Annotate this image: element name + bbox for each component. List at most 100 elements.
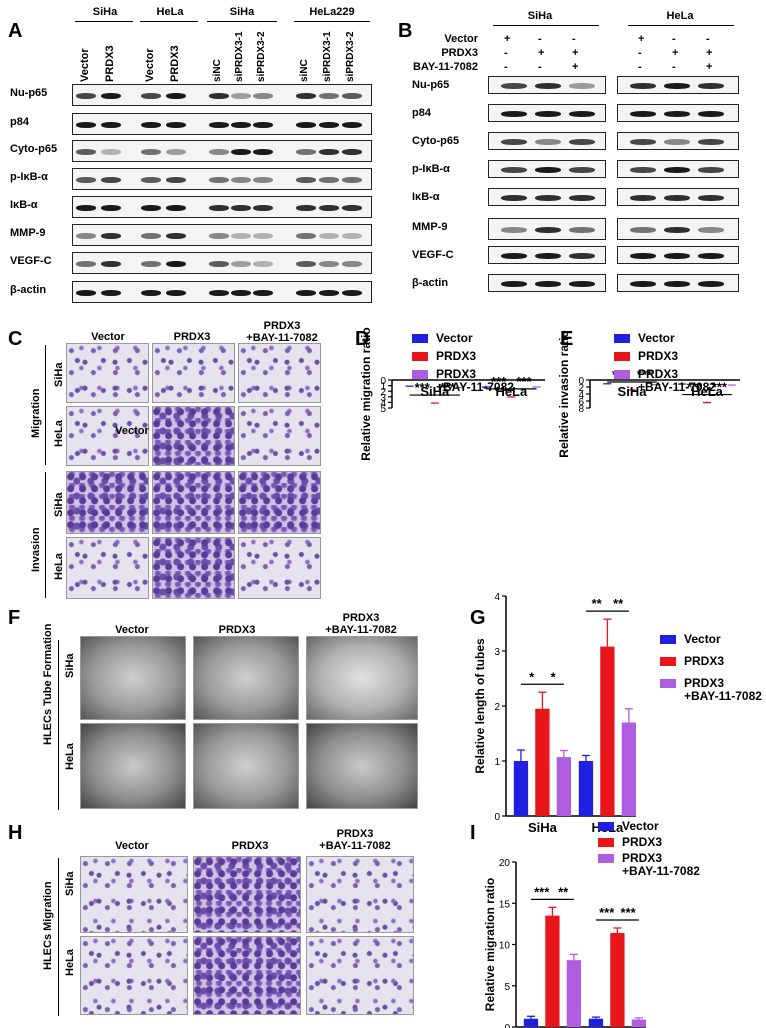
protein-band [319, 233, 339, 239]
treatment-mark: - [538, 33, 542, 45]
blot-row-label: Cyto-p65 [10, 143, 58, 155]
treatment-mark: + [672, 47, 679, 59]
protein-band [76, 122, 96, 128]
blot-strip [617, 246, 739, 264]
y-tick-label: 10 [499, 941, 511, 952]
treatment-mark: + [706, 61, 713, 73]
protein-band [535, 139, 561, 145]
protein-band [296, 233, 316, 239]
legend-label: PRDX3 [684, 654, 724, 668]
y-tick-label: 3 [494, 647, 500, 658]
protein-band [231, 177, 251, 183]
protein-band [664, 111, 690, 117]
legend-swatch [598, 838, 614, 847]
protein-band [664, 281, 690, 287]
blot-strip [488, 132, 606, 150]
blot-strip [488, 160, 606, 178]
blot-strip [72, 84, 372, 106]
blot-strip [72, 168, 372, 190]
y-tick-label: 2 [494, 702, 500, 713]
blot-strip [72, 113, 372, 135]
protein-band [501, 281, 527, 287]
micrograph-image [80, 723, 186, 809]
protein-band [166, 261, 186, 267]
y-tick-label: 3 [380, 393, 386, 404]
bar [535, 708, 550, 816]
protein-band [141, 233, 161, 239]
x-tick-label: SiHa [618, 384, 648, 399]
y-tick-label: 0 [504, 1023, 510, 1028]
significance-label: ** [592, 596, 603, 611]
protein-band [501, 253, 527, 259]
protein-band [342, 122, 362, 128]
significance-label: *** [712, 380, 728, 395]
micrograph-image [80, 856, 188, 933]
protein-band [569, 253, 595, 259]
blot-strip [488, 76, 606, 94]
bar [513, 761, 529, 816]
protein-band [569, 227, 595, 233]
protein-band [319, 122, 339, 128]
micrograph-image [80, 936, 188, 1015]
micrograph-image [152, 471, 235, 534]
protein-band [209, 122, 229, 128]
y-tick-label: 1 [494, 757, 500, 768]
blot-row-label: MMP-9 [10, 227, 46, 239]
protein-band [141, 149, 161, 155]
treatment-mark: - [638, 47, 642, 59]
protein-band [535, 83, 561, 89]
protein-band [296, 205, 316, 211]
y-tick-label: 4 [494, 592, 500, 603]
protein-band [535, 195, 561, 201]
col-header: Vector [91, 331, 125, 343]
protein-band [501, 167, 527, 173]
blot-row-label: p84 [412, 107, 431, 119]
x-tick-label: HeLa [495, 384, 528, 399]
bar [556, 757, 571, 816]
y-axis-label: Relative length of tubes [473, 638, 487, 774]
legend-label: PRDX3 [436, 367, 476, 381]
protein-band [630, 111, 656, 117]
blot-row-label: VEGF-C [10, 255, 52, 267]
protein-band [76, 149, 96, 155]
micrograph-image [193, 936, 301, 1015]
protein-band [698, 227, 724, 233]
bar [578, 761, 594, 816]
legend-label: Vector [622, 819, 659, 833]
micrograph-image [193, 856, 301, 933]
panel-label-g: G [470, 607, 486, 629]
protein-band [141, 205, 161, 211]
legend-swatch [660, 635, 676, 644]
micrograph-image [306, 723, 418, 809]
protein-band [253, 205, 273, 211]
y-axis-label: Relative migration ratio [483, 878, 497, 1011]
protein-band [141, 290, 161, 296]
protein-band [698, 167, 724, 173]
y-tick-label: 5 [380, 404, 386, 415]
blot-row-label: Cyto-p65 [412, 135, 460, 147]
protein-band [319, 205, 339, 211]
protein-band [76, 233, 96, 239]
treatment-mark: + [638, 33, 645, 45]
protein-band [342, 261, 362, 267]
protein-band [501, 111, 527, 117]
legend-label: Vector [684, 632, 721, 646]
protein-band [76, 205, 96, 211]
y-tick-label: 20 [499, 858, 511, 869]
protein-band [209, 177, 229, 183]
protein-band [231, 122, 251, 128]
protein-band [231, 149, 251, 155]
significance-label: *** [440, 380, 456, 395]
protein-band [141, 177, 161, 183]
treatment-mark: - [672, 61, 676, 73]
blot-strip [72, 224, 372, 246]
row-group-bar [58, 640, 59, 810]
blot-strip [617, 188, 739, 206]
protein-band [141, 261, 161, 267]
protein-band [569, 281, 595, 287]
protein-band [535, 167, 561, 173]
treatment-mark: + [706, 47, 713, 59]
protein-band [231, 261, 251, 267]
panel-label-d: D [355, 328, 370, 350]
protein-band [664, 83, 690, 89]
